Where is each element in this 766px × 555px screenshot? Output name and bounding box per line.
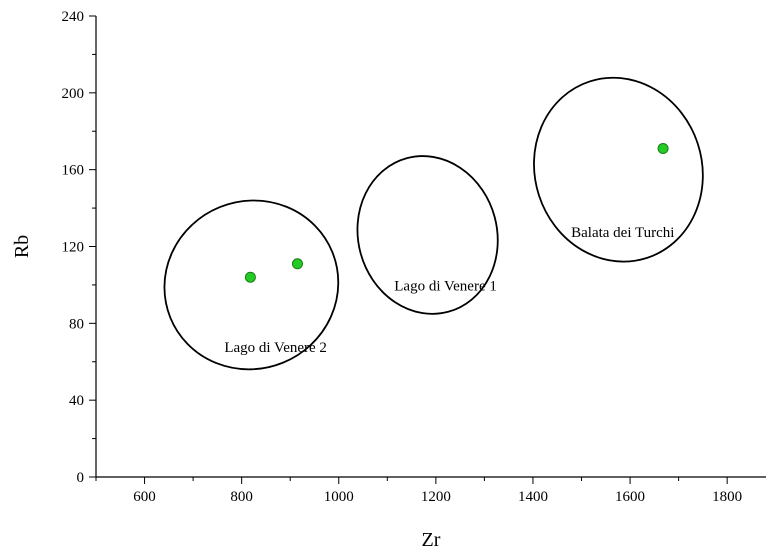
x-ticks: 600 800 1000 1200 1400 1600 1800	[95, 477, 742, 505]
region-ellipse	[163, 199, 340, 371]
region-label: Lago di Venere 2	[224, 340, 327, 356]
y-tick-label: 0	[77, 470, 85, 486]
regions-layer: Lago di Venere 2 Lago di Venere 1 Balata d…	[163, 76, 704, 371]
region-ellipse	[533, 76, 704, 263]
y-axis-label: Rb	[11, 235, 33, 258]
y-tick-label: 40	[69, 393, 84, 409]
y-tick-label: 240	[62, 9, 85, 25]
x-tick-label: 1200	[421, 489, 451, 505]
region-ellipse	[356, 155, 499, 315]
y-tick-label: 160	[62, 163, 85, 179]
x-tick-label: 1000	[324, 489, 354, 505]
axes-layer	[95, 16, 766, 478]
region-label: Balata dei Turchi	[571, 225, 674, 241]
data-point	[291, 258, 303, 270]
x-tick-label: 600	[133, 489, 156, 505]
x-tick-label: 1600	[615, 489, 645, 505]
y-tick-label: 120	[62, 240, 85, 256]
x-tick-label: 1800	[712, 489, 742, 505]
data-point	[244, 271, 256, 283]
region-label: Lago di Venere 1	[394, 279, 497, 295]
y-ticks: 0 40 80 120 160 200 240	[62, 9, 96, 486]
data-point	[657, 143, 669, 155]
x-tick-label: 1400	[518, 489, 548, 505]
y-tick-label: 200	[62, 86, 85, 102]
y-tick-label: 80	[69, 316, 84, 332]
x-axis-label: Zr	[422, 529, 441, 551]
points-layer	[244, 143, 669, 283]
x-tick-label: 800	[230, 489, 253, 505]
